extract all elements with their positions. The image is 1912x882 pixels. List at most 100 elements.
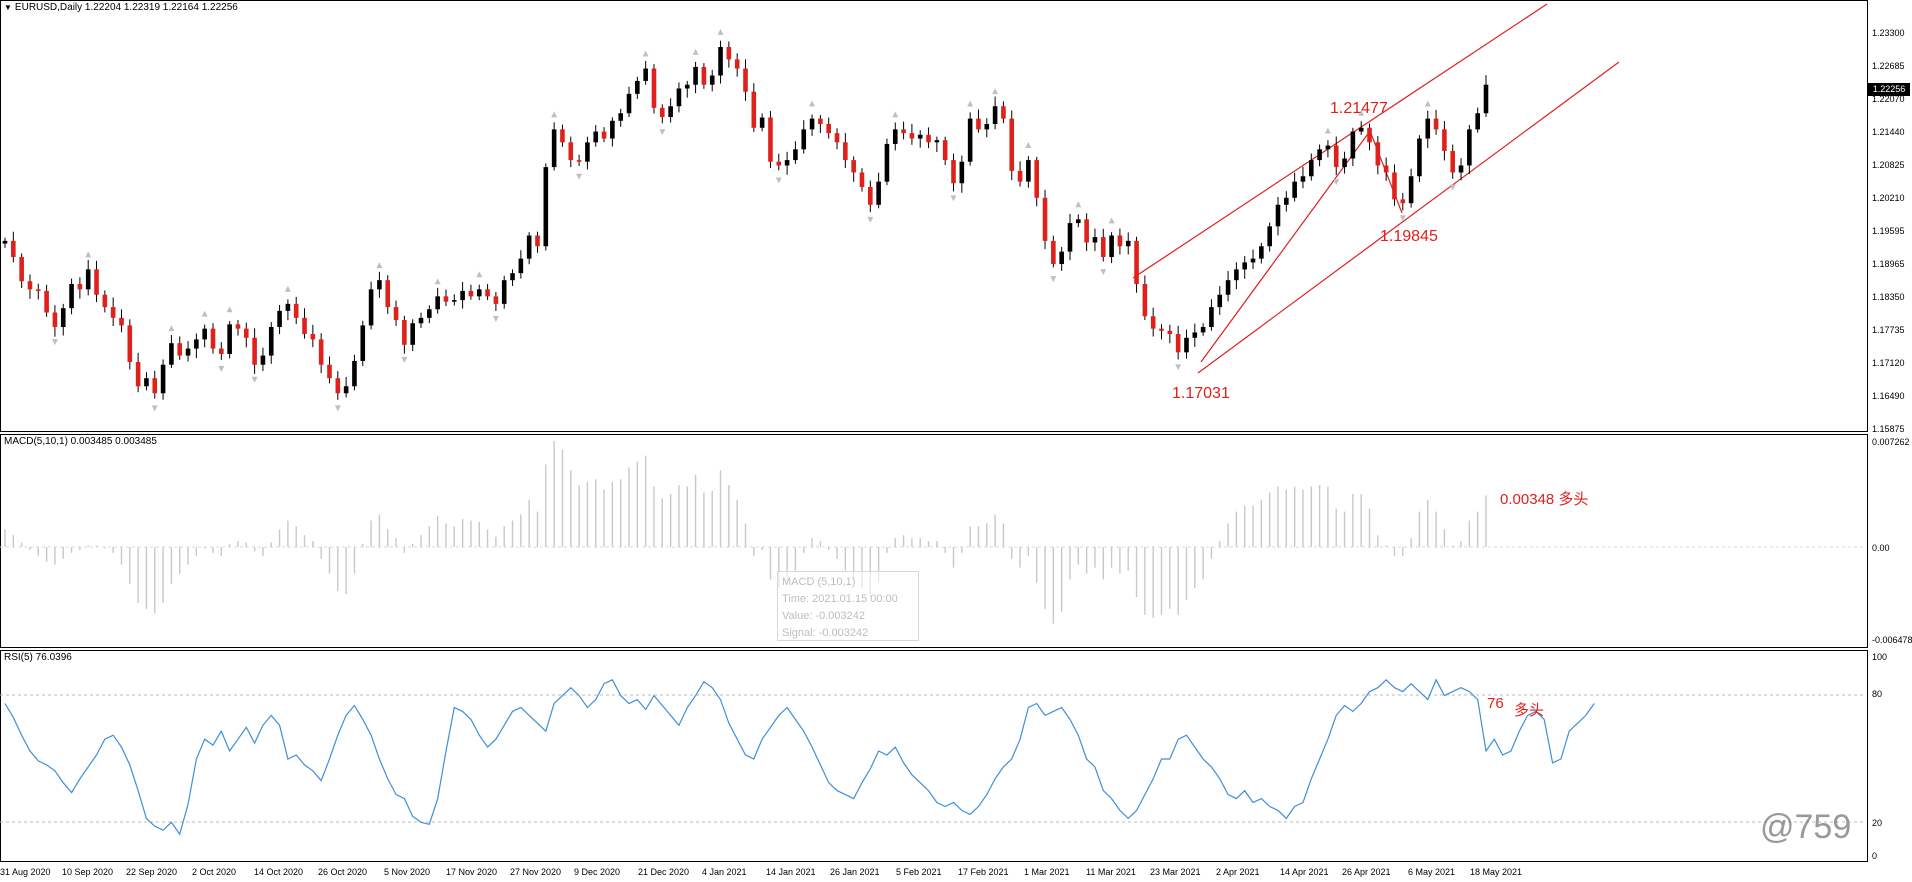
bull-candle (1275, 204, 1281, 227)
fractal-up-icon (1075, 201, 1082, 208)
price-chart-pane[interactable]: ▼ EURUSD,Daily 1.22204 1.22319 1.22164 1.… (0, 0, 1868, 432)
bull-candle (635, 80, 640, 94)
bull-candle (2, 240, 8, 244)
date-label: 23 Mar 2021 (1150, 867, 1201, 877)
fractal-up-icon (85, 251, 92, 258)
fractal-down-icon (334, 405, 341, 412)
collapse-triangle-icon[interactable]: ▼ (4, 3, 12, 12)
current-price-tag: 1.22256 (1868, 83, 1910, 96)
rsi-axis-label: 100 (1872, 652, 1888, 662)
fractal-down-icon (1050, 276, 1057, 283)
bear-candle (851, 160, 856, 173)
bear-candle (1100, 237, 1106, 258)
bear-candle (818, 118, 823, 125)
bull-candle (451, 300, 457, 302)
bear-candle (443, 296, 449, 302)
bear-candle (1159, 328, 1164, 331)
price-axis-label: 1.23300 (1872, 28, 1905, 38)
date-label: 26 Oct 2020 (318, 867, 368, 877)
macd-tooltip: MACD (5,10,1) Time: 2021.01.15 00:00 Val… (777, 571, 919, 641)
fractal-up-icon (1025, 142, 1032, 149)
price-axis-label: 1.16490 (1872, 391, 1905, 401)
fractal-up-icon (226, 306, 233, 313)
bull-candle (1059, 251, 1064, 265)
bear-candle (485, 289, 490, 297)
fractal-down-icon (659, 129, 666, 136)
date-label: 17 Nov 2020 (446, 867, 498, 877)
fractal-down-icon (218, 366, 225, 373)
bear-candle (1450, 150, 1456, 173)
fractal-down-icon (151, 405, 158, 412)
bull-candle (1467, 129, 1472, 166)
bull-candle (277, 310, 282, 328)
bear-candle (1051, 240, 1056, 265)
bear-candle (102, 294, 108, 308)
fractal-up-icon (434, 278, 441, 285)
bull-candle (1067, 223, 1073, 252)
bull-candle (1217, 294, 1223, 308)
bear-candle (27, 281, 33, 290)
bull-candle (1184, 337, 1189, 353)
bull-candle (526, 235, 532, 259)
fractal-up-icon (717, 28, 724, 35)
rsi-pane[interactable]: RSI(5) 76.0396 (0, 650, 1868, 862)
bull-candle (1267, 226, 1272, 247)
bear-candle (1150, 316, 1156, 329)
bull-candle (676, 88, 682, 107)
macd-axis-label: 0.00 (1872, 543, 1890, 553)
bull-candle (668, 106, 673, 118)
date-label: 14 Apr 2021 (1280, 867, 1329, 877)
bear-candle (926, 134, 931, 143)
bear-candle (493, 296, 499, 304)
bull-candle (876, 181, 881, 205)
bear-candle (252, 337, 257, 365)
bull-candle (160, 364, 166, 394)
channel-upper-line (1132, 3, 1548, 279)
watermark: @759 (1760, 808, 1852, 846)
bear-candle (44, 290, 49, 313)
bear-candle (868, 187, 873, 205)
bear-candle (776, 161, 782, 166)
bull-candle (1292, 181, 1297, 198)
fractal-up-icon (1358, 109, 1365, 116)
bull-candle (1284, 197, 1289, 205)
bull-candle (1109, 235, 1114, 258)
bull-candle (1342, 158, 1347, 168)
bull-candle (1350, 131, 1356, 159)
price-axis-label: 1.20825 (1872, 160, 1905, 170)
bear-candle (826, 124, 832, 134)
macd-pane[interactable]: MACD(5,10,1) 0.003485 0.003485 (0, 434, 1868, 648)
bear-candle (901, 129, 906, 134)
bear-candle (651, 68, 657, 108)
date-label: 5 Nov 2020 (384, 867, 431, 877)
rsi-line (4, 678, 1595, 836)
zigzag-line (1200, 129, 1403, 363)
bear-candle (1134, 240, 1139, 284)
bull-candle (626, 93, 632, 114)
bear-candle (310, 334, 316, 340)
fractal-up-icon (1424, 100, 1431, 107)
bull-candle (892, 129, 898, 144)
bear-candle (1009, 118, 1015, 171)
bull-candle (435, 296, 440, 310)
bear-candle (1142, 283, 1148, 317)
tooltip-value: Value: -0.003242 (782, 610, 865, 622)
rsi-axis-label: 20 (1872, 818, 1883, 828)
date-label: 11 Mar 2021 (1086, 867, 1136, 877)
bull-candle (759, 117, 765, 128)
bull-candle (1125, 240, 1131, 247)
fractal-up-icon (892, 111, 899, 118)
bear-candle (127, 325, 133, 363)
bear-candle (726, 47, 732, 60)
bear-candle (734, 59, 740, 69)
channel-lower-line (1197, 61, 1620, 374)
bear-candle (743, 68, 748, 92)
bear-candle (119, 317, 124, 326)
date-label: 18 May 2021 (1470, 867, 1523, 877)
bear-candle (1392, 172, 1397, 200)
macd-annotation: 0.00348 多头 (1500, 491, 1589, 508)
bear-candle (843, 142, 848, 161)
price-axis-label: 1.18350 (1872, 292, 1905, 302)
bull-candle (1417, 138, 1422, 177)
bull-candle (809, 118, 815, 130)
